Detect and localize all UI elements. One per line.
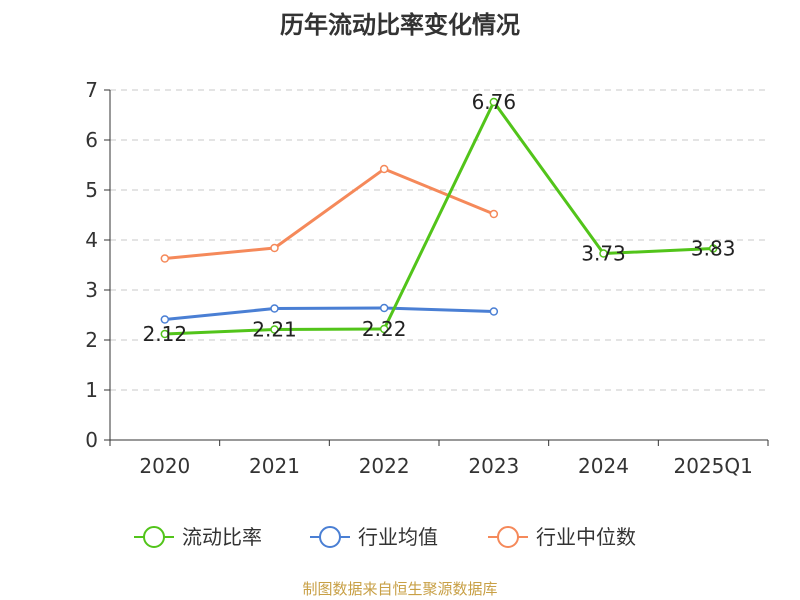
- y-tick-label: 2: [85, 328, 98, 352]
- data-point: [489, 307, 499, 316]
- y-tick-label: 7: [85, 78, 98, 102]
- data-point: [160, 315, 170, 324]
- y-tick-label: 5: [85, 178, 98, 202]
- y-tick-label: 0: [85, 428, 98, 452]
- legend-item-2: 行业中位数: [488, 525, 636, 549]
- legend-marker: [143, 526, 165, 548]
- legend-label: 行业中位数: [536, 525, 636, 549]
- y-tick-label: 3: [85, 278, 98, 302]
- legend-label: 流动比率: [182, 525, 262, 549]
- y-tick-label: 1: [85, 378, 98, 402]
- x-tick-label: 2021: [249, 454, 300, 478]
- x-tick-label: 2024: [578, 454, 629, 478]
- legend-label: 行业均值: [358, 525, 438, 549]
- data-point: [379, 164, 389, 174]
- data-point: [270, 304, 279, 313]
- data-labels: 2.12 2.21 2.22 6.76 3.73 3.83: [143, 90, 736, 346]
- x-tick-label: 2023: [468, 454, 519, 478]
- y-tick-label: 6: [85, 128, 98, 152]
- data-label: 3.73: [581, 242, 626, 266]
- data-label: 3.83: [691, 237, 736, 261]
- series-line: [164, 306, 494, 321]
- data-point: [489, 97, 499, 107]
- x-tick-label: 2020: [139, 454, 190, 478]
- x-tick-label: 2022: [359, 454, 410, 478]
- data-label: 2.12: [143, 322, 188, 346]
- data-point: [270, 325, 279, 334]
- grid: [110, 89, 768, 391]
- data-point: [708, 244, 718, 253]
- data-point: [599, 249, 608, 258]
- legend-item-0: 流动比率: [134, 525, 262, 549]
- series-group: [160, 97, 718, 339]
- series-line: [164, 100, 714, 336]
- y-tick-label: 4: [85, 228, 98, 252]
- data-point: [160, 329, 170, 339]
- source-note: 制图数据来自恒生聚源数据库: [302, 580, 497, 598]
- axes: 0 1 2 3 4 5 6 7 2020 2021 2022 2023 2024 2025Q1: [85, 78, 769, 478]
- legend-marker: [497, 526, 519, 548]
- series-0: [160, 97, 718, 339]
- series-1: [160, 303, 499, 324]
- data-point: [270, 243, 279, 253]
- data-label: 2.22: [362, 317, 407, 341]
- data-label: 6.76: [472, 90, 517, 114]
- chart-title: 历年流动比率变化情况: [280, 11, 520, 39]
- legend-marker: [319, 526, 341, 548]
- legend: 流动比率 行业均值 行业中位数: [134, 525, 636, 549]
- data-point: [379, 303, 389, 313]
- x-tick-label: 2025Q1: [673, 454, 752, 478]
- data-point: [489, 209, 499, 219]
- data-label: 2.21: [252, 318, 297, 342]
- data-point: [160, 254, 170, 263]
- legend-item-1: 行业均值: [310, 525, 438, 549]
- series-line: [164, 167, 495, 260]
- series-2: [160, 164, 499, 263]
- data-point: [379, 324, 389, 334]
